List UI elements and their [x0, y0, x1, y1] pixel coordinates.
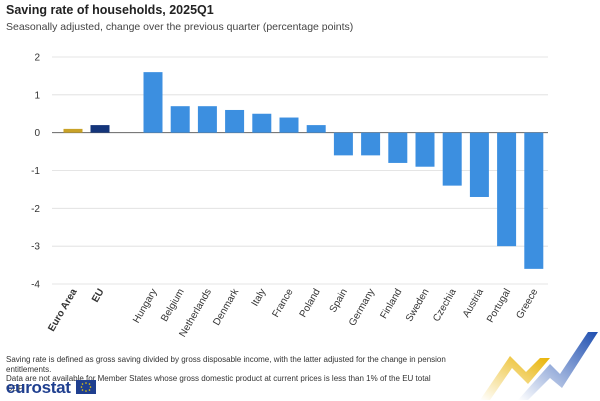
- chart-title: Saving rate of households, 2025Q1: [6, 3, 214, 17]
- footnote-availability: Data are not available for Member States…: [6, 374, 431, 393]
- eu-flag-icon: [76, 380, 96, 394]
- y-tick-label: -1: [31, 166, 40, 177]
- footnote-definition: Saving rate is defined as gross saving d…: [6, 355, 446, 374]
- y-tick-label: -2: [31, 204, 40, 215]
- chart-subtitle: Seasonally adjusted, change over the pre…: [6, 21, 354, 33]
- y-tick-label: -3: [31, 242, 40, 253]
- x-tick-label: Austria: [461, 287, 486, 320]
- x-tick-label: Euro Area: [46, 287, 79, 334]
- bar-sweden[interactable]: [415, 132, 435, 167]
- bar-italy[interactable]: [252, 113, 272, 133]
- x-tick-label: Portugal: [485, 287, 513, 325]
- bar-eu[interactable]: [90, 125, 110, 133]
- x-tick-label: Finland: [378, 287, 404, 321]
- x-tick-label: Denmark: [211, 286, 241, 327]
- bar-denmark[interactable]: [225, 109, 245, 133]
- bar-euro-area[interactable]: [63, 128, 83, 133]
- eurostat-logo: eurostat: [6, 378, 71, 397]
- y-tick-label: 0: [34, 128, 40, 139]
- x-tick-label: Sweden: [404, 287, 432, 324]
- bar-portugal[interactable]: [497, 132, 517, 247]
- y-tick-label: 2: [34, 53, 40, 64]
- x-tick-label: Hungary: [131, 287, 159, 325]
- bar-netherlands[interactable]: [197, 106, 217, 133]
- bar-spain[interactable]: [333, 132, 353, 156]
- x-tick-label: Italy: [250, 287, 269, 308]
- footnotes: Saving rate is defined as gross saving d…: [6, 355, 446, 393]
- bar-belgium[interactable]: [170, 106, 190, 133]
- bar-france[interactable]: [279, 117, 299, 133]
- bar-germany[interactable]: [361, 132, 381, 156]
- y-tick-label: 1: [34, 90, 40, 101]
- x-tick-label: France: [271, 287, 296, 320]
- bar-poland[interactable]: [306, 125, 326, 133]
- bar-czechia[interactable]: [442, 132, 462, 186]
- x-tick-label: Czechia: [431, 287, 459, 324]
- bar-hungary[interactable]: [143, 72, 163, 133]
- x-tick-label: Poland: [298, 287, 323, 319]
- bar-finland[interactable]: [388, 132, 408, 163]
- eurostat-corner-graphic: [480, 332, 598, 400]
- x-tick-label: Belgium: [159, 287, 187, 324]
- bar-greece[interactable]: [524, 132, 544, 269]
- y-tick-label: -4: [31, 280, 40, 291]
- x-tick-label: Greece: [514, 287, 540, 321]
- x-tick-label: Spain: [328, 287, 350, 315]
- bar-austria[interactable]: [469, 132, 489, 197]
- x-tick-label: EU: [90, 287, 106, 305]
- x-tick-label: Germany: [347, 287, 377, 328]
